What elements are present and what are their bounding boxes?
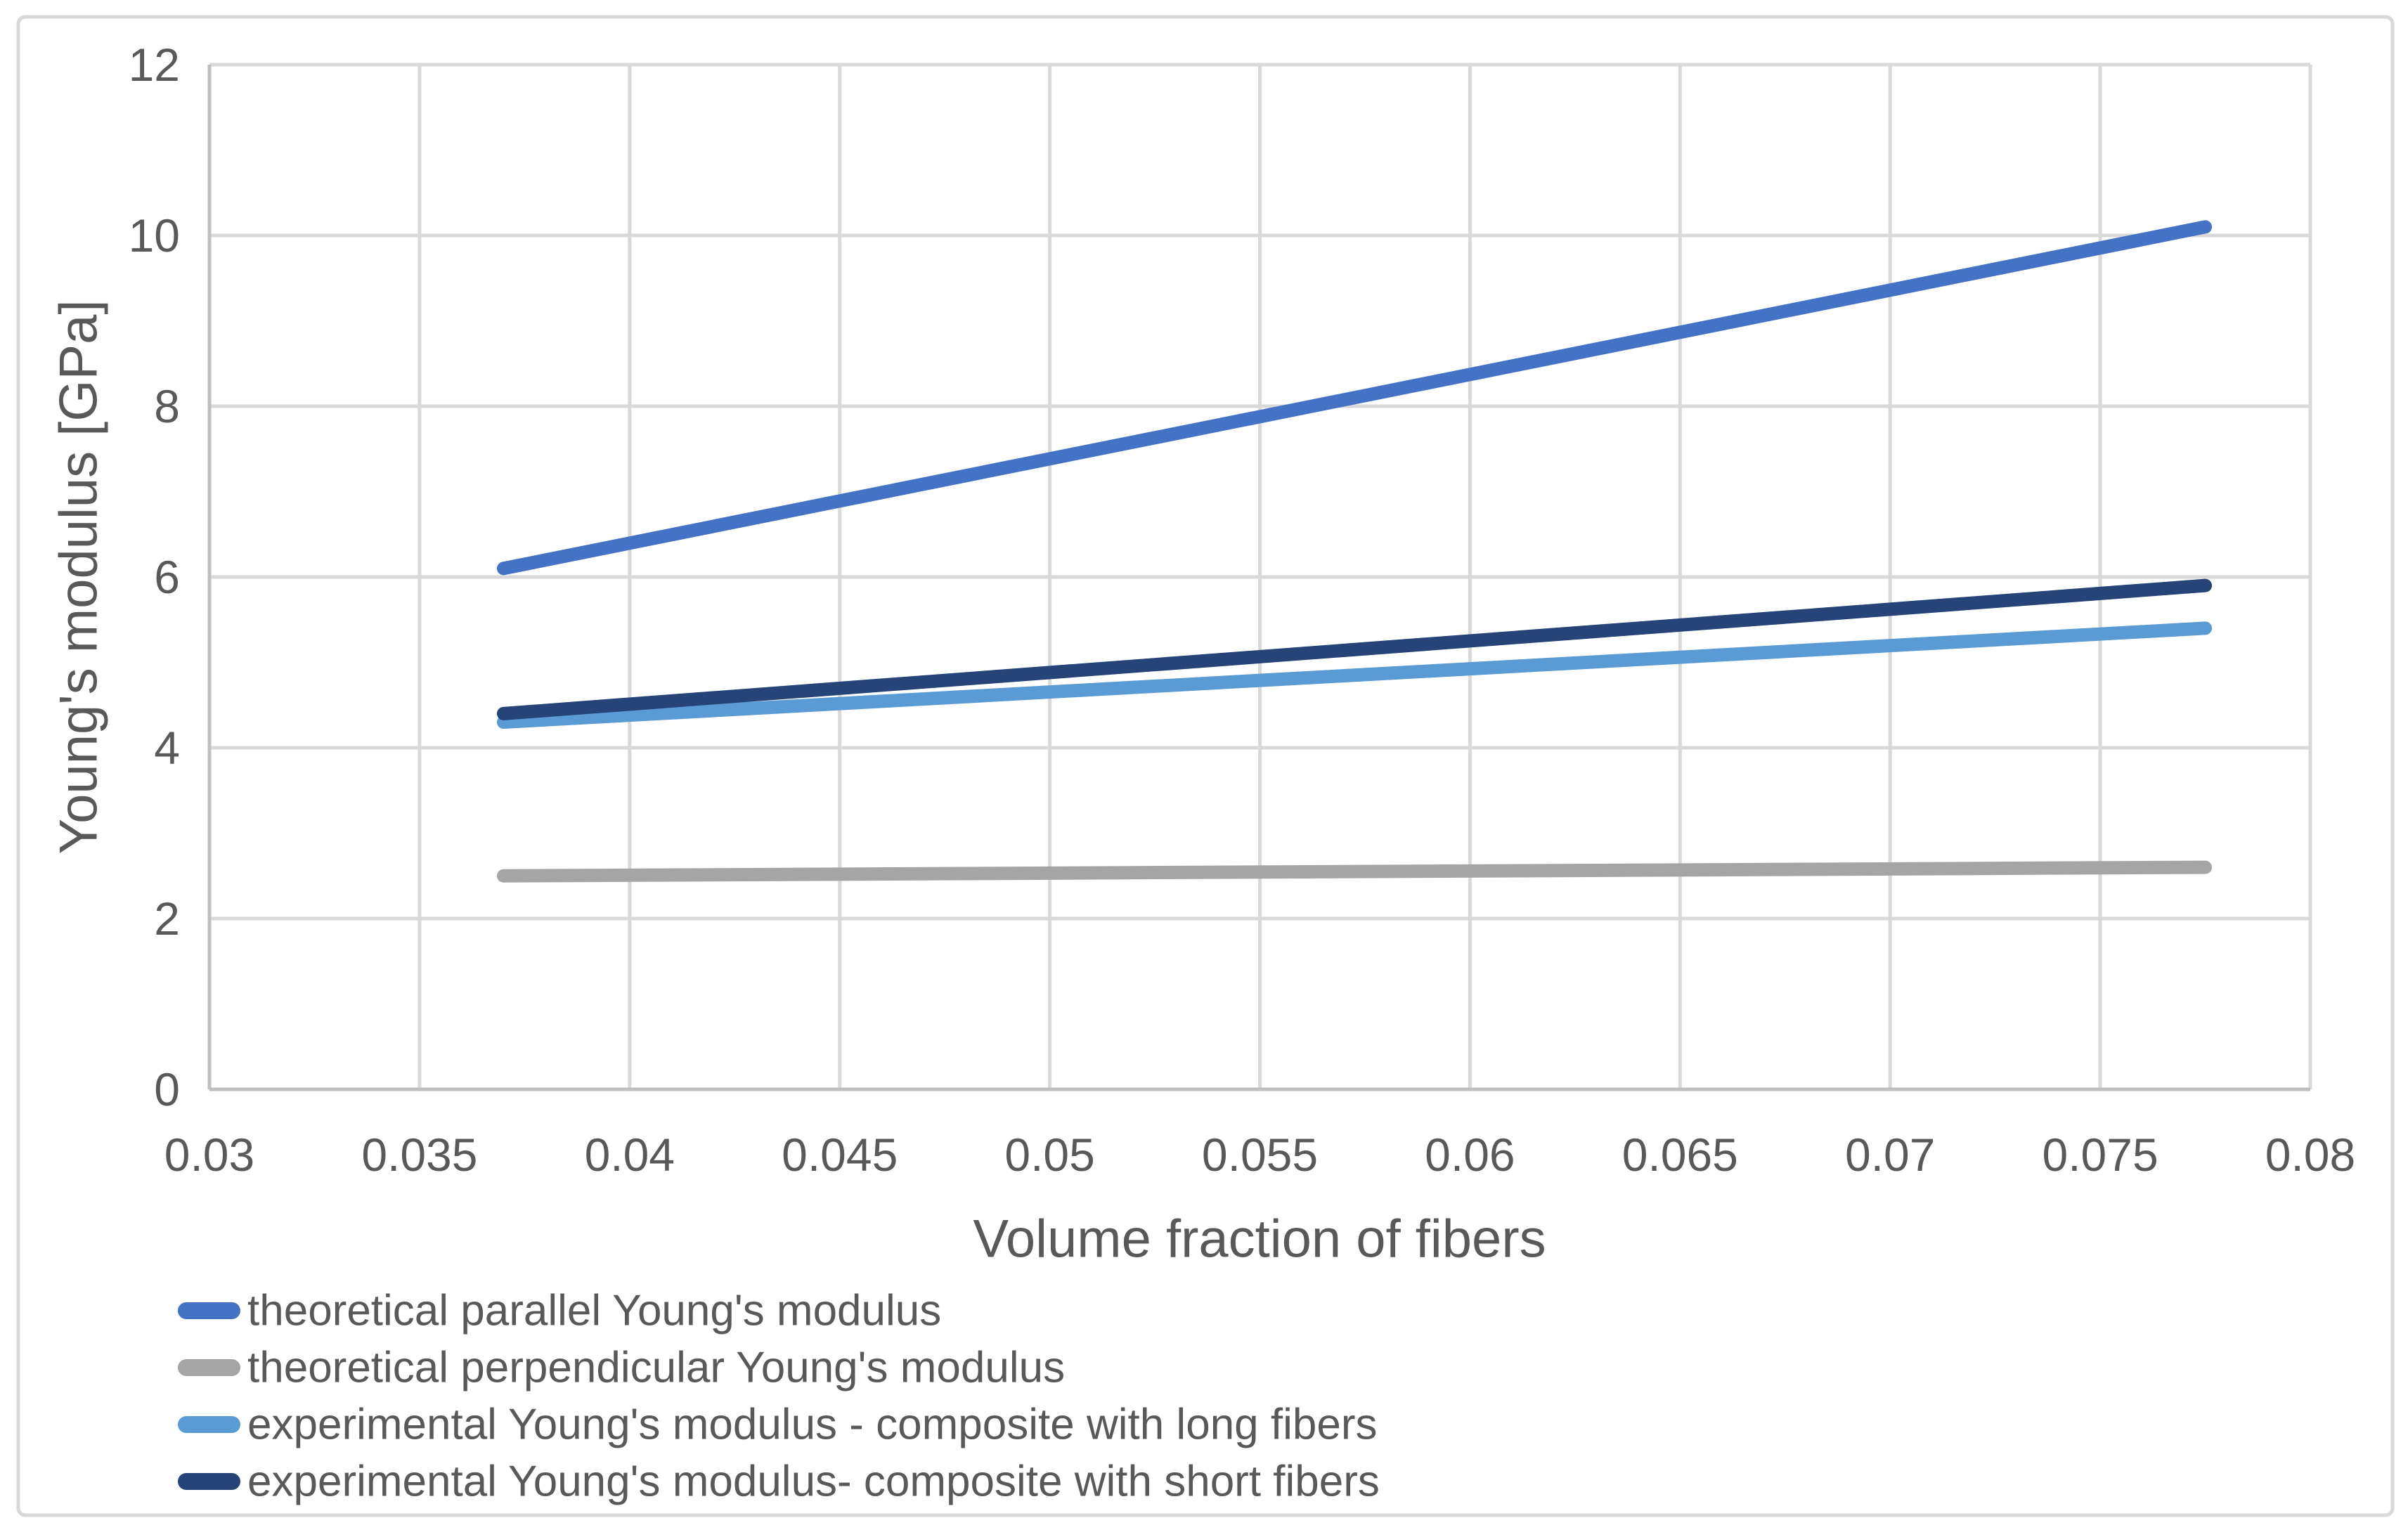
legend-item-1: theoretical perpendicular Young's modulu… — [178, 1344, 1065, 1392]
legend-label: experimental Young's modulus - composite… — [247, 1401, 1378, 1449]
legend-label: experimental Young's modulus- composite … — [247, 1458, 1380, 1506]
chart-border — [16, 15, 2395, 1517]
series-line-3 — [496, 578, 2213, 720]
x-tick-label: 0.07 — [1845, 1129, 1935, 1181]
x-tick-label: 0.05 — [1004, 1129, 1094, 1181]
legend: theoretical parallel Young's modulus theo… — [178, 1287, 1380, 1506]
x-tick-label: 0.045 — [782, 1129, 898, 1181]
x-tick-label: 0.03 — [164, 1129, 254, 1181]
x-tick-label: 0.035 — [361, 1129, 477, 1181]
x-axis-title: Volume fraction of fibers — [973, 1210, 1546, 1269]
gridlines — [207, 63, 2312, 1091]
legend-item-2: experimental Young's modulus - composite… — [178, 1401, 1378, 1449]
y-tick-label: 2 — [154, 893, 180, 945]
series-line-1 — [496, 860, 2213, 883]
x-tick-label: 0.055 — [1202, 1129, 1318, 1181]
series-line-0 — [496, 220, 2213, 576]
series-line-2 — [496, 621, 2213, 729]
y-tick-label: 6 — [154, 551, 180, 603]
x-axis-tick-labels: 0.03 0.035 0.04 0.045 0.05 0.055 0.06 0.065 0.07… — [164, 1129, 2355, 1181]
x-tick-label: 0.075 — [2043, 1129, 2158, 1181]
y-tick-label: 10 — [129, 209, 180, 261]
y-axis-title: Young's modulus [GPa] — [49, 299, 109, 854]
y-tick-label: 8 — [154, 380, 180, 432]
y-axis-tick-labels: 0 2 4 6 8 10 12 — [129, 39, 180, 1115]
legend-label: theoretical parallel Young's modulus — [247, 1287, 941, 1335]
legend-label: theoretical perpendicular Young's modulu… — [247, 1344, 1065, 1392]
x-tick-label: 0.08 — [2265, 1129, 2355, 1181]
y-tick-label: 0 — [154, 1063, 180, 1115]
x-tick-label: 0.065 — [1622, 1129, 1738, 1181]
legend-item-3: experimental Young's modulus- composite … — [178, 1458, 1380, 1506]
x-tick-label: 0.04 — [585, 1129, 675, 1181]
x-tick-label: 0.06 — [1425, 1129, 1515, 1181]
y-tick-label: 12 — [129, 39, 180, 91]
y-tick-label: 4 — [154, 722, 180, 774]
plot-series — [496, 220, 2213, 883]
legend-item-0: theoretical parallel Young's modulus — [178, 1287, 941, 1335]
